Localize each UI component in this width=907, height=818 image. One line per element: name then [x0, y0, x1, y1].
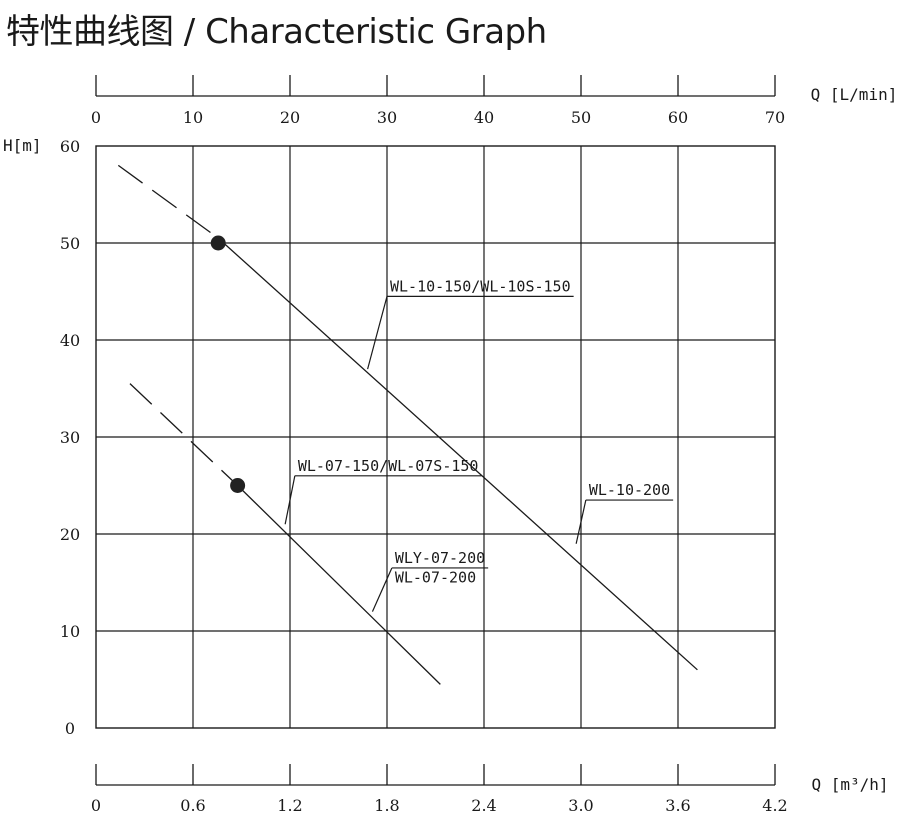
curve-solid-segment: [217, 237, 698, 671]
bottom-tick-label: 0: [91, 796, 101, 815]
annotations: WL-10-150/WL-10S-150 WL-10-200 WL-07-150/W…: [284, 277, 674, 612]
curve-label: WL-10-200: [589, 481, 670, 499]
top-tick-label: 0: [91, 108, 101, 127]
y-tick-label: 0: [65, 719, 75, 738]
bottom-flow-axis: 0 0.6 1.2 1.8 2.4 3.0 3.6 4.2 Q [m³/h]: [91, 764, 889, 815]
leader-line: [371, 567, 393, 612]
top-tick-label: 70: [765, 108, 785, 127]
y-tick-label: 20: [60, 525, 80, 544]
y-tick-label: 10: [60, 622, 80, 641]
bottom-tick-label: 3.0: [568, 796, 593, 815]
curve-dashed-segment: [129, 383, 239, 486]
top-tick-label: 50: [571, 108, 591, 127]
top-flow-axis: 0 10 20 30 40 50 60 70 Q [L/min]: [91, 75, 897, 127]
curve-marker-point: [230, 478, 246, 493]
bottom-tick-label: 3.6: [665, 796, 690, 815]
bottom-tick-label: 1.2: [277, 796, 302, 815]
top-tick-label: 60: [668, 108, 688, 127]
bottom-tick-label: 2.4: [471, 796, 496, 815]
curve-marker-point: [210, 235, 226, 251]
head-axis: 0 10 20 30 40 50 60 H[m]: [3, 136, 80, 738]
curve-label: WLY-07-200: [395, 549, 485, 567]
curve-dashed-segment: [117, 164, 219, 239]
plot-grid: [95, 145, 776, 729]
curve-solid-segment: [237, 485, 441, 685]
curve-label: WL-07-150/WL-07S-150: [298, 457, 479, 475]
leader-line: [575, 499, 587, 544]
chart-title: 特性曲线图 / Characteristic Graph: [6, 12, 547, 52]
top-tick-label: 40: [474, 108, 494, 127]
top-tick-label: 10: [183, 108, 203, 127]
leader-line: [367, 296, 388, 370]
y-axis-unit-label: H[m]: [3, 136, 42, 155]
bottom-tick-label: 4.2: [762, 796, 787, 815]
leader-line: [284, 475, 296, 525]
y-tick-label: 30: [60, 428, 80, 447]
bottom-axis-unit-label: Q [m³/h]: [811, 775, 888, 794]
curve-label: WL-10-150/WL-10S-150: [390, 277, 571, 295]
curve-label: WL-07-200: [395, 568, 476, 586]
top-tick-label: 20: [280, 108, 300, 127]
y-tick-label: 40: [60, 331, 80, 350]
bottom-tick-label: 1.8: [374, 796, 399, 815]
y-tick-label: 60: [60, 137, 80, 156]
top-axis-unit-label: Q [L/min]: [811, 85, 898, 104]
curves: [117, 164, 698, 685]
top-tick-label: 30: [377, 108, 397, 127]
y-tick-label: 50: [60, 234, 80, 253]
bottom-tick-label: 0.6: [180, 796, 205, 815]
